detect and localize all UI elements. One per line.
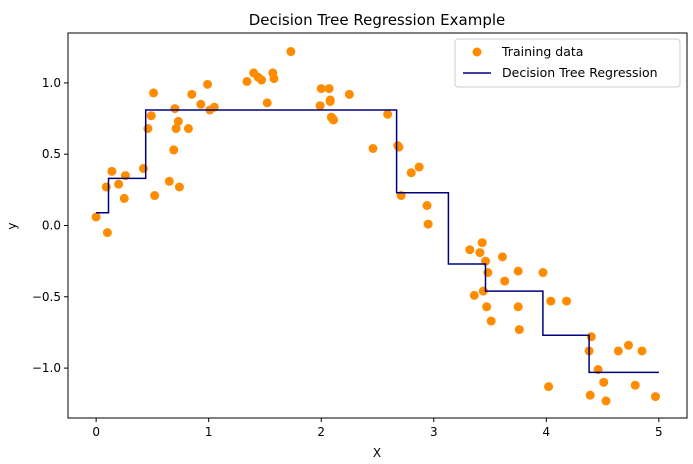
y-tick-label: 0.5 xyxy=(42,147,61,161)
data-point xyxy=(465,245,475,255)
plot-area xyxy=(91,47,660,406)
data-point xyxy=(513,302,523,312)
data-point xyxy=(544,382,554,392)
data-point xyxy=(150,191,160,201)
x-axis-ticks: 0 1 2 3 4 5 xyxy=(92,418,663,439)
data-point xyxy=(262,98,272,108)
x-axis-title: X xyxy=(373,446,381,460)
data-point xyxy=(102,228,112,238)
data-point xyxy=(325,96,335,106)
data-point xyxy=(315,101,325,111)
data-point xyxy=(513,266,523,276)
data-point xyxy=(538,268,548,278)
data-point xyxy=(344,89,354,99)
data-point xyxy=(170,104,180,114)
data-point xyxy=(143,124,153,134)
x-tick-label: 4 xyxy=(542,425,550,439)
data-point xyxy=(406,168,416,178)
data-point xyxy=(183,124,193,134)
data-point xyxy=(324,84,334,94)
data-point xyxy=(257,75,267,85)
data-point xyxy=(650,392,660,402)
y-tick-label: 0.0 xyxy=(42,219,61,233)
y-tick-label: −1.0 xyxy=(32,361,61,375)
legend: Training data Decision Tree Regression xyxy=(454,38,681,88)
data-point xyxy=(169,145,179,155)
data-point xyxy=(630,380,640,390)
legend-marker-training-data xyxy=(472,47,482,57)
data-point xyxy=(601,396,611,406)
data-point xyxy=(586,332,596,342)
data-point xyxy=(469,290,479,300)
data-point xyxy=(497,252,507,262)
y-axis-ticks: −1.0 −0.5 0.0 0.5 1.0 xyxy=(32,76,68,375)
data-point xyxy=(101,182,111,192)
x-tick-label: 5 xyxy=(655,425,663,439)
data-point xyxy=(91,212,101,222)
data-point xyxy=(146,111,156,121)
data-point xyxy=(486,316,496,326)
data-point xyxy=(187,89,197,99)
data-point xyxy=(483,268,493,278)
x-tick-label: 1 xyxy=(205,425,213,439)
data-point xyxy=(613,346,623,356)
data-point xyxy=(599,377,609,387)
data-point xyxy=(562,296,572,306)
data-point xyxy=(475,248,485,258)
data-point xyxy=(414,162,424,172)
data-point xyxy=(368,144,378,153)
data-point xyxy=(107,166,117,176)
data-point xyxy=(286,47,296,57)
data-point xyxy=(477,238,487,248)
y-tick-label: 1.0 xyxy=(42,76,61,90)
data-point xyxy=(383,109,393,119)
legend-label-training-data: Training data xyxy=(501,44,583,59)
data-point xyxy=(637,346,647,356)
data-point xyxy=(585,390,595,400)
data-point xyxy=(171,124,181,134)
data-point xyxy=(203,79,213,89)
chart-title: Decision Tree Regression Example xyxy=(249,11,506,29)
data-point xyxy=(242,76,252,86)
data-point xyxy=(173,116,183,126)
data-point xyxy=(500,276,510,286)
data-point xyxy=(623,340,633,350)
data-point xyxy=(423,219,433,229)
data-point xyxy=(114,179,124,189)
data-point xyxy=(119,193,129,203)
x-tick-label: 3 xyxy=(430,425,438,439)
legend-box xyxy=(454,38,681,88)
data-point xyxy=(514,325,524,335)
y-tick-label: −0.5 xyxy=(32,290,61,304)
data-point xyxy=(316,84,326,94)
data-point xyxy=(164,176,174,186)
data-point xyxy=(329,115,339,125)
data-point xyxy=(482,302,492,312)
y-axis-title: y xyxy=(5,222,19,229)
x-tick-label: 0 xyxy=(92,425,100,439)
data-point xyxy=(422,201,432,211)
legend-label-decision-tree: Decision Tree Regression xyxy=(502,65,658,80)
data-point xyxy=(138,163,148,173)
data-point xyxy=(149,88,159,98)
data-point xyxy=(394,142,404,152)
axes-frame xyxy=(67,32,688,419)
regression-step-line xyxy=(96,109,659,374)
data-point xyxy=(174,182,184,192)
data-point xyxy=(546,296,556,306)
data-point xyxy=(269,74,279,84)
x-tick-label: 2 xyxy=(317,425,325,439)
data-point xyxy=(196,99,206,109)
